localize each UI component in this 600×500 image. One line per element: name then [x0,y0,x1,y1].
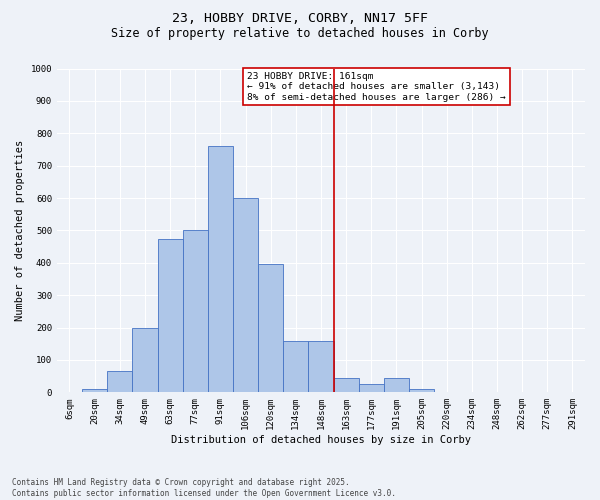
X-axis label: Distribution of detached houses by size in Corby: Distribution of detached houses by size … [171,435,471,445]
Bar [409,389,434,392]
Bar [107,372,133,392]
Bar [233,198,258,392]
Bar [308,340,334,392]
Bar [82,389,107,392]
Bar [359,384,384,392]
Text: Contains HM Land Registry data © Crown copyright and database right 2025.
Contai: Contains HM Land Registry data © Crown c… [12,478,396,498]
Text: 23 HOBBY DRIVE: 161sqm
← 91% of detached houses are smaller (3,143)
8% of semi-d: 23 HOBBY DRIVE: 161sqm ← 91% of detached… [247,72,506,102]
Bar [182,230,208,392]
Bar [384,378,409,392]
Bar [133,328,158,392]
Bar [208,146,233,392]
Bar [258,264,283,392]
Bar [283,340,308,392]
Y-axis label: Number of detached properties: Number of detached properties [15,140,25,321]
Bar [334,378,359,392]
Text: Size of property relative to detached houses in Corby: Size of property relative to detached ho… [111,28,489,40]
Text: 23, HOBBY DRIVE, CORBY, NN17 5FF: 23, HOBBY DRIVE, CORBY, NN17 5FF [172,12,428,26]
Bar [158,238,182,392]
